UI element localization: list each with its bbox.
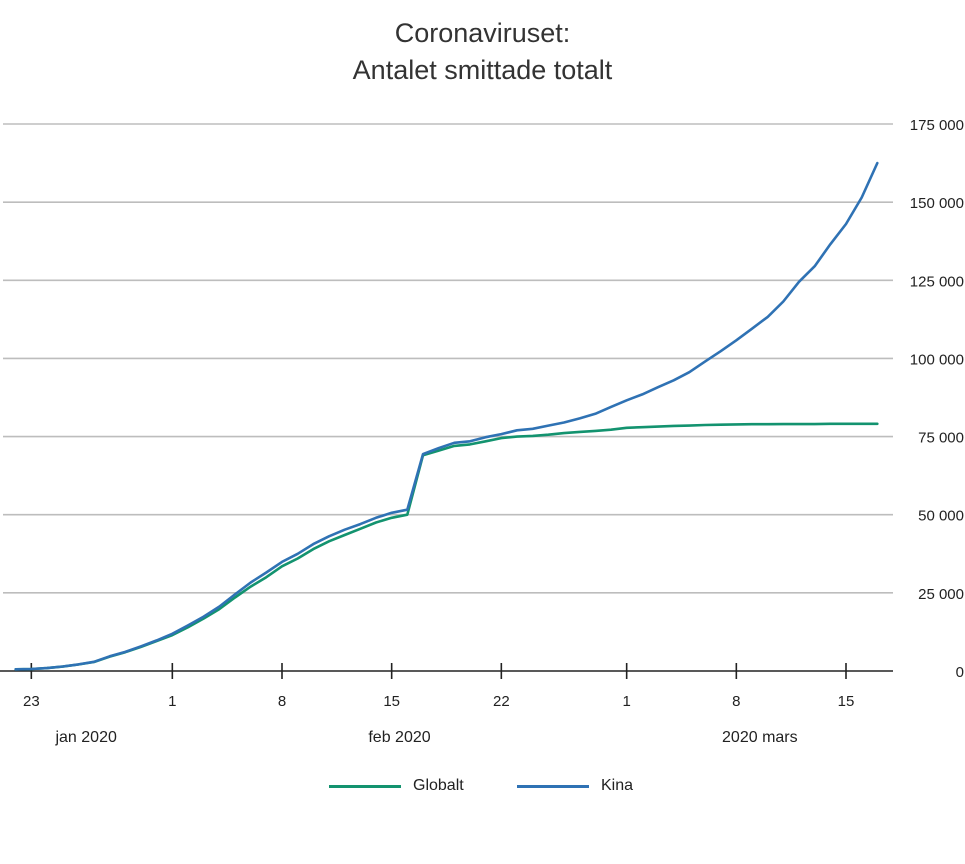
y-tick-label: 75 000 — [918, 430, 964, 447]
line-chart: 23 1 8 15 22 1 8 15 jan 2020 feb 2020 2020 mars 17… — [0, 117, 964, 746]
y-tick-label: 175 000 — [910, 117, 964, 134]
legend-swatch-kina — [517, 784, 589, 788]
x-period-label: feb 2020 — [368, 729, 430, 746]
y-tick-label: 50 000 — [918, 508, 964, 525]
x-tick-label: 8 — [278, 693, 286, 710]
x-tick-label: 1 — [168, 693, 176, 710]
y-tick-label: 125 000 — [910, 273, 964, 290]
series-line-kina — [14, 161, 879, 671]
x-period-label: 2020 mars — [722, 729, 798, 746]
x-period-label: jan 2020 — [54, 729, 116, 746]
x-tick-label: 15 — [838, 693, 855, 710]
series-lines — [14, 161, 879, 671]
legend-item-globalt: Globalt — [329, 774, 464, 798]
legend-item-kina: Kina — [517, 774, 633, 798]
x-tick-label: 8 — [732, 693, 740, 710]
legend-label-globalt: Globalt — [413, 777, 464, 794]
legend: Globalt Kina — [0, 774, 965, 798]
grid-lines — [3, 123, 893, 594]
x-tick-label: 15 — [383, 693, 400, 710]
y-tick-label: 25 000 — [918, 586, 964, 603]
series-line-globalt — [14, 422, 879, 671]
y-tick-label: 150 000 — [910, 195, 964, 212]
x-tick-label: 1 — [622, 693, 630, 710]
x-tick-label: 23 — [23, 693, 40, 710]
y-axis-labels: 175 000 150 000 125 000 100 000 75 000 50 000… — [910, 117, 964, 681]
x-tick-label: 22 — [493, 693, 510, 710]
chart-title-line-1: Coronaviruset: — [394, 18, 571, 48]
chart-title-line-2: Antalet smittade totalt — [352, 55, 613, 85]
y-tick-label: 100 000 — [910, 351, 964, 368]
legend-label-kina: Kina — [601, 777, 634, 794]
legend-swatch-globalt — [329, 784, 401, 788]
x-axis: 23 1 8 15 22 1 8 15 jan 2020 feb 2020 2020 mars — [0, 663, 893, 746]
y-tick-label: 0 — [956, 664, 964, 681]
